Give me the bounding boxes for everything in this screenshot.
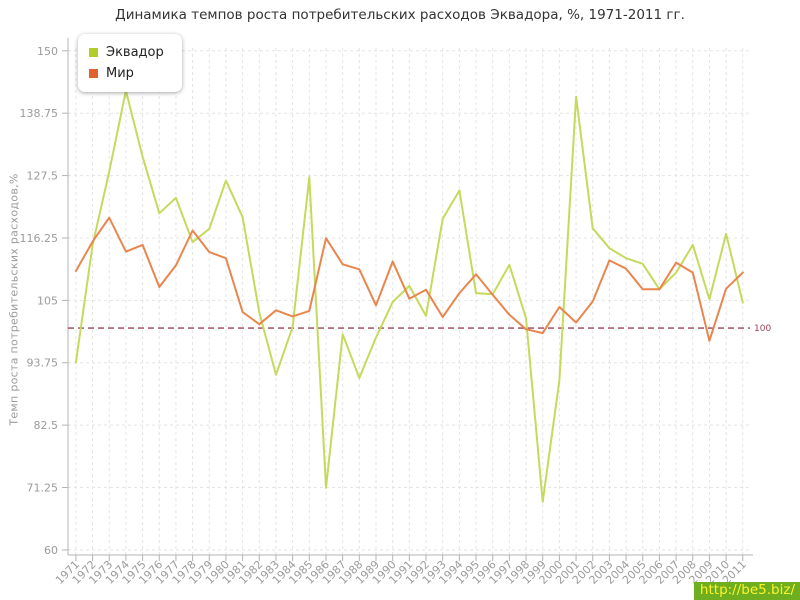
y-axis-tick-label: 150 <box>37 45 58 58</box>
legend-label-world: Мир <box>106 66 134 81</box>
y-axis-tick-label: 71.25 <box>27 482 59 495</box>
world-series-line <box>74 216 744 342</box>
y-axis-tick-label: 116.25 <box>20 232 59 245</box>
y-axis-tick-label: 138.75 <box>20 107 59 120</box>
world-series-swatch-icon <box>89 69 98 78</box>
chart-title: Динамика темпов роста потребительских ра… <box>115 7 685 23</box>
y-axis-tick-label: 93.75 <box>27 357 59 370</box>
ecuador-series-line <box>74 89 744 503</box>
legend-label-ecuador: Эквадор <box>106 45 164 60</box>
y-axis-tick-label: 105 <box>37 294 58 307</box>
y-axis-tick-label: 127.5 <box>27 170 59 183</box>
watermark-link[interactable]: http://be5.biz/ <box>693 582 800 600</box>
ecuador-series-swatch-icon <box>89 48 98 57</box>
legend-item-world[interactable]: Мир <box>89 63 164 84</box>
legend: Эквадор Мир <box>78 34 182 92</box>
y-axis-tick-label: 60 <box>44 544 58 557</box>
legend-item-ecuador[interactable]: Эквадор <box>89 42 164 63</box>
reference-line-label: 100 <box>754 324 771 334</box>
y-axis-tick-label: 82.5 <box>34 419 59 432</box>
